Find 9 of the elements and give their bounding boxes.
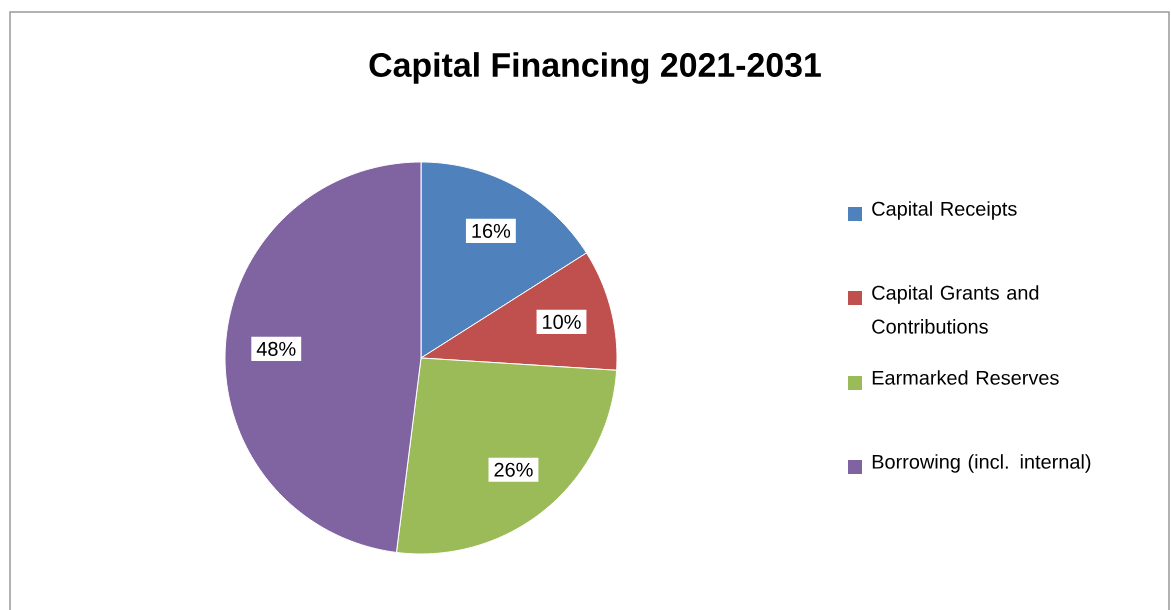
legend-label: Earmarked Reserves xyxy=(872,370,1059,385)
data-label: 10% xyxy=(543,314,581,329)
data-label: 16% xyxy=(472,223,511,238)
legend-label: Capital Receipts xyxy=(872,201,1017,220)
legend-label: Borrowing (incl. internal) xyxy=(872,454,1091,473)
legend-label: Capital Grants and Contributions xyxy=(872,285,1039,334)
chart-title: Capital Financing 2021-2031 xyxy=(369,52,821,84)
data-label: 26% xyxy=(494,462,533,477)
data-label: 48% xyxy=(256,341,296,356)
